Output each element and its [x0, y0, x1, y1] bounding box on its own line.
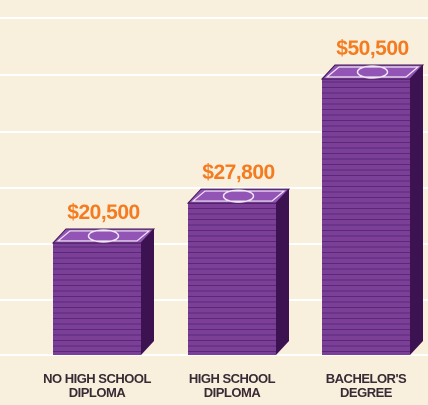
chart-canvas: $20,500 $27,800 $50,500: [0, 0, 428, 405]
value-label: $27,800: [202, 161, 274, 184]
bar: [322, 79, 410, 355]
bar-side: [141, 229, 154, 355]
value-label: $50,500: [336, 37, 408, 60]
category-label: NO HIGH SCHOOL DIPLOMA: [37, 372, 157, 400]
bar: [188, 203, 276, 355]
category-label: BACHELOR'S DEGREE: [306, 372, 426, 400]
category-label: HIGH SCHOOL DIPLOMA: [172, 372, 292, 400]
chart: $20,500 $27,800 $50,500 NO HIGH SCHOOL DIP…: [0, 0, 428, 405]
value-label: $20,500: [67, 201, 139, 224]
bar-side: [276, 189, 289, 355]
bar: [53, 243, 141, 355]
bar-side: [410, 65, 423, 355]
